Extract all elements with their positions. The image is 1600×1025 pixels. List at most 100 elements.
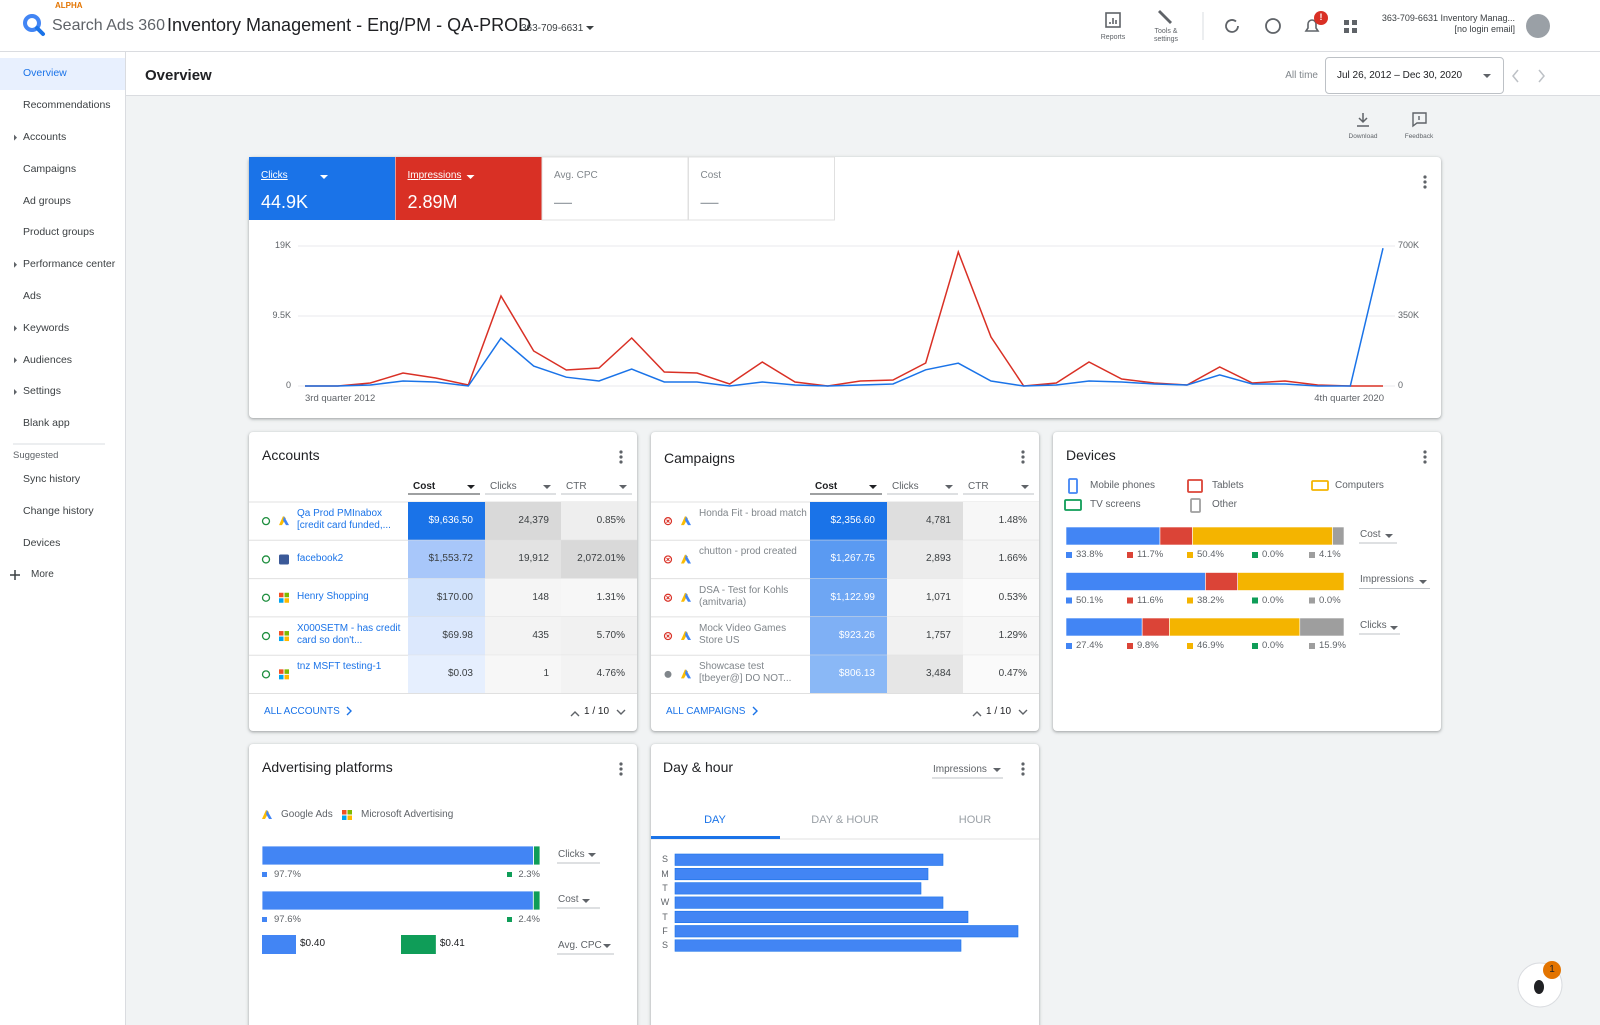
column-header[interactable]: CTR — [968, 480, 989, 492]
tools-label[interactable]: Tools & settings — [1153, 28, 1179, 44]
metric-dropdown[interactable]: Clicks — [1360, 619, 1387, 631]
expand-arrow — [14, 325, 17, 332]
platform-icon — [284, 636, 289, 642]
tab[interactable]: HOUR — [958, 814, 992, 827]
nav-item[interactable]: Ads — [23, 290, 42, 303]
legend-icon — [1187, 479, 1203, 493]
scorecard-label: Cost — [700, 169, 722, 181]
row-name[interactable]: Showcase test [tbeyer@] DO NOT... — [699, 661, 792, 685]
dropdown-caret — [466, 175, 475, 179]
cell: 1,071 — [925, 591, 951, 603]
row-name[interactable]: facebook2 — [297, 552, 344, 564]
more-link[interactable]: More — [31, 568, 54, 580]
nav-item[interactable]: Overview — [23, 67, 67, 80]
nav-item[interactable]: Change history — [23, 505, 94, 518]
row-name[interactable]: Honda Fit - broad match — [699, 508, 807, 520]
column-header[interactable]: Clicks — [490, 480, 517, 492]
row-name[interactable]: chutton - prod created — [699, 546, 797, 558]
tab[interactable]: DAY & HOUR — [811, 814, 879, 827]
card-title: Devices — [1066, 447, 1116, 464]
label-swatch — [262, 917, 267, 922]
nav-item[interactable]: Recommendations — [23, 99, 111, 112]
row-name[interactable]: X000SETM - has credit card so don't... — [297, 623, 401, 647]
value-label: 46.9% — [1197, 640, 1224, 652]
platform-icon — [284, 674, 289, 680]
download-label[interactable]: Download — [1348, 132, 1378, 140]
card-title: Campaigns — [664, 450, 735, 467]
status-icon-x — [666, 519, 670, 524]
day-bar — [674, 910, 969, 924]
nav-item[interactable]: Product groups — [23, 226, 95, 239]
metric-dropdown[interactable]: Impressions — [1360, 574, 1414, 586]
scorecard-label[interactable]: Impressions — [407, 169, 462, 181]
nav-item[interactable]: Accounts — [23, 131, 67, 144]
cell: $1,122.99 — [830, 591, 876, 603]
scorecard-label[interactable]: Clicks — [261, 169, 288, 181]
more-menu-dot — [1423, 175, 1427, 179]
stacked-bar-segment — [533, 845, 541, 866]
row-name[interactable]: tnz MSFT testing-1 — [297, 661, 382, 673]
stacked-bar-segment — [1169, 617, 1301, 637]
column-header[interactable]: Clicks — [892, 480, 919, 492]
cell: $1,553.72 — [428, 553, 474, 565]
apps-icon — [1352, 28, 1357, 33]
cell: 1.29% — [998, 629, 1027, 641]
platform-icon — [279, 592, 284, 598]
date-picker — [1325, 57, 1504, 94]
row-name[interactable]: DSA - Test for Kohls (amitvaria) — [699, 584, 789, 608]
page-up — [570, 711, 580, 717]
page-title: Overview — [145, 66, 212, 84]
top-bar — [0, 0, 1600, 52]
legend-label: Mobile phones — [1090, 479, 1156, 491]
metric-dropdown[interactable]: Cost — [1360, 528, 1381, 540]
all-link[interactable]: ALL CAMPAIGNS — [666, 705, 746, 717]
status-icon-x — [666, 595, 670, 600]
value-label: 50.1% — [1076, 594, 1103, 606]
help-icon — [1265, 18, 1281, 34]
nav-item[interactable]: Campaigns — [23, 162, 77, 175]
nav-item[interactable]: Ad groups — [23, 194, 71, 207]
row-name[interactable]: Henry Shopping — [297, 591, 369, 603]
reports-label[interactable]: Reports — [1100, 33, 1126, 41]
metric-dropdown[interactable]: Avg. CPC — [558, 939, 602, 951]
feedback-label[interactable]: Feedback — [1404, 132, 1434, 140]
day-label: M — [661, 868, 669, 879]
all-link[interactable]: ALL ACCOUNTS — [264, 705, 340, 717]
scorecard-value: 44.9K — [261, 191, 309, 212]
nav-item[interactable]: Audiences — [23, 353, 73, 366]
day-label: F — [662, 925, 668, 936]
platform-icon — [284, 669, 289, 674]
nav-item[interactable]: Keywords — [23, 321, 70, 334]
nav-item[interactable]: Performance center — [23, 258, 116, 271]
tab[interactable]: DAY — [704, 814, 726, 827]
legend-icon — [1311, 480, 1329, 491]
stacked-bar-segment — [1332, 526, 1345, 546]
account-title[interactable]: Inventory Management - Eng/PM - QA-PROD — [167, 14, 532, 35]
expand-arrow — [14, 357, 17, 364]
platform-icon — [279, 636, 284, 642]
metric-dropdown[interactable]: Impressions — [933, 763, 987, 775]
trend-line — [305, 249, 1383, 387]
platform-icon — [284, 631, 289, 636]
heat-cell — [485, 578, 561, 617]
column-header[interactable]: Cost — [815, 480, 838, 492]
stacked-bar-segment — [261, 890, 534, 911]
column-header[interactable]: CTR — [566, 480, 587, 492]
row-name[interactable]: Mock Video Games Store US — [699, 623, 787, 647]
metric-dropdown[interactable]: Clicks — [558, 848, 585, 860]
cell: 0.85% — [596, 514, 625, 526]
row-name[interactable]: Qa Prod PMInabox [credit card funded,... — [297, 508, 391, 532]
heat-cell — [963, 502, 1039, 541]
heat-cell — [408, 540, 485, 579]
nav-item[interactable]: Blank app — [23, 417, 70, 430]
y2-tick-label: 350K — [1398, 310, 1420, 321]
metric-dropdown[interactable]: Cost — [558, 893, 579, 905]
nav-item[interactable]: Settings — [23, 385, 61, 398]
stacked-bar-segment — [1299, 617, 1345, 637]
nav-item[interactable]: Sync history — [23, 473, 81, 486]
cell: $806.13 — [838, 668, 875, 680]
nav-item[interactable]: Devices — [23, 537, 61, 550]
column-header[interactable]: Cost — [413, 480, 436, 492]
avatar — [1526, 14, 1550, 38]
date-range[interactable]: Jul 26, 2012 – Dec 30, 2020 — [1337, 69, 1463, 81]
